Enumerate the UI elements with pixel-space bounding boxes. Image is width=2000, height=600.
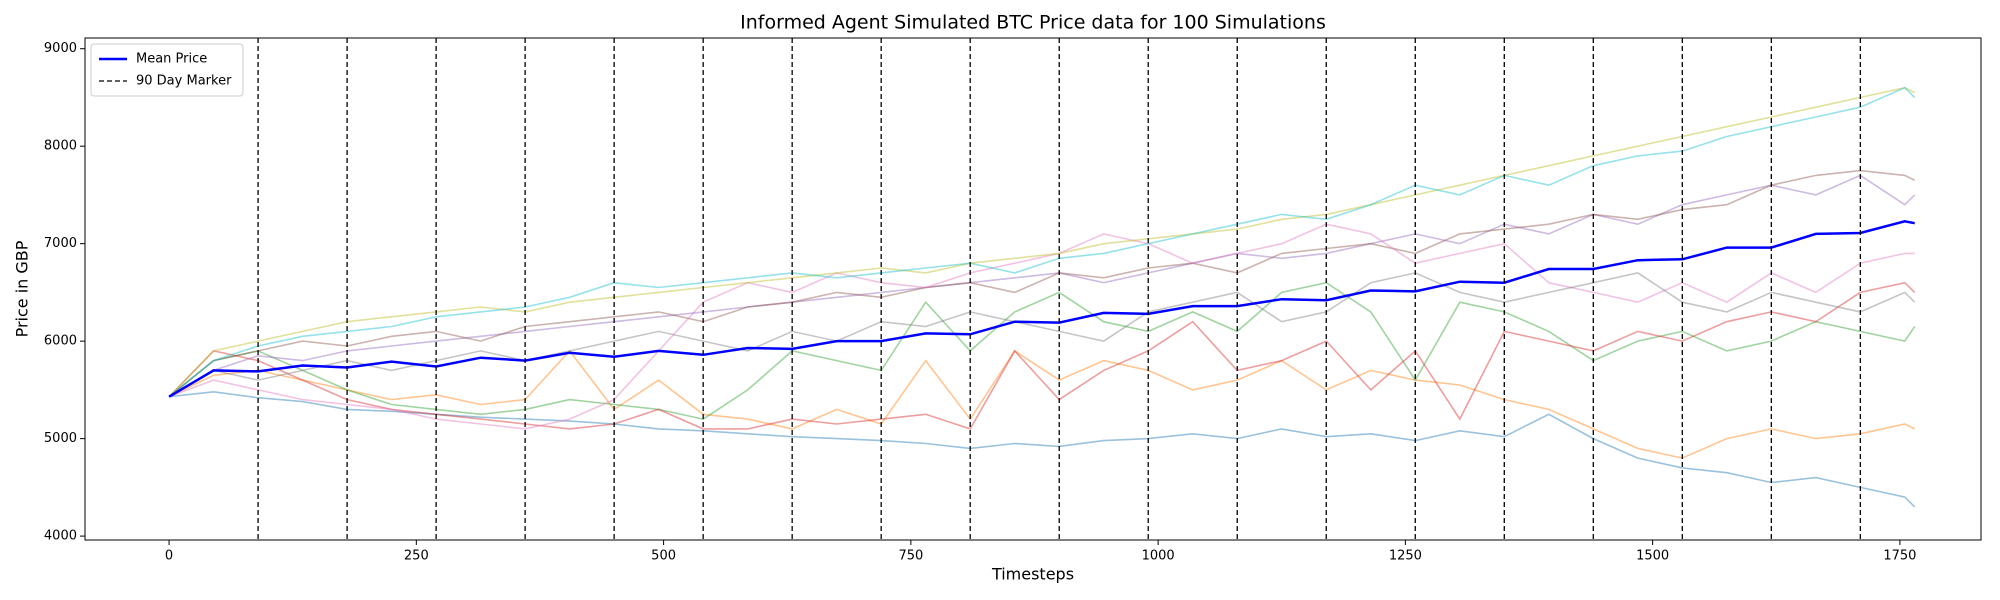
y-tick-label: 5000 xyxy=(44,431,77,446)
x-tick-label: 250 xyxy=(404,549,429,564)
simulation-line xyxy=(168,272,1916,398)
y-tick-label: 6000 xyxy=(44,334,77,349)
x-tick-label: 0 xyxy=(165,549,173,564)
simulation-line xyxy=(168,174,1916,398)
y-tick-label: 4000 xyxy=(44,529,77,544)
y-tick-label: 7000 xyxy=(44,236,77,251)
simulation-line xyxy=(168,281,1916,420)
y-tick-label: 9000 xyxy=(44,41,77,56)
y-axis-label: Price in GBP xyxy=(13,240,32,337)
legend: Mean Price 90 Day Marker xyxy=(90,43,244,97)
legend-label: Mean Price xyxy=(136,52,207,67)
x-tick-label: 1250 xyxy=(1389,549,1422,564)
simulation-line xyxy=(168,349,1916,459)
x-tick-label: 750 xyxy=(898,549,923,564)
legend-label: 90 Day Marker xyxy=(136,74,232,89)
plot-area xyxy=(168,38,1916,540)
x-tick-label: 1500 xyxy=(1636,549,1669,564)
x-tick-label: 1000 xyxy=(1142,549,1175,564)
simulation-line xyxy=(168,223,1915,430)
chart-title: Informed Agent Simulated BTC Price data … xyxy=(740,12,1326,34)
legend-box xyxy=(90,43,244,97)
axes-frame xyxy=(84,37,1982,541)
simulation-line xyxy=(168,281,1916,430)
mean-line xyxy=(168,220,1915,398)
x-tick-label: 1750 xyxy=(1883,549,1916,564)
y-tick-label: 8000 xyxy=(44,139,77,154)
x-tick-label: 500 xyxy=(651,549,676,564)
x-axis-label: Timesteps xyxy=(991,565,1074,584)
simulation-line xyxy=(168,86,1916,398)
simulation-line xyxy=(168,86,1916,398)
